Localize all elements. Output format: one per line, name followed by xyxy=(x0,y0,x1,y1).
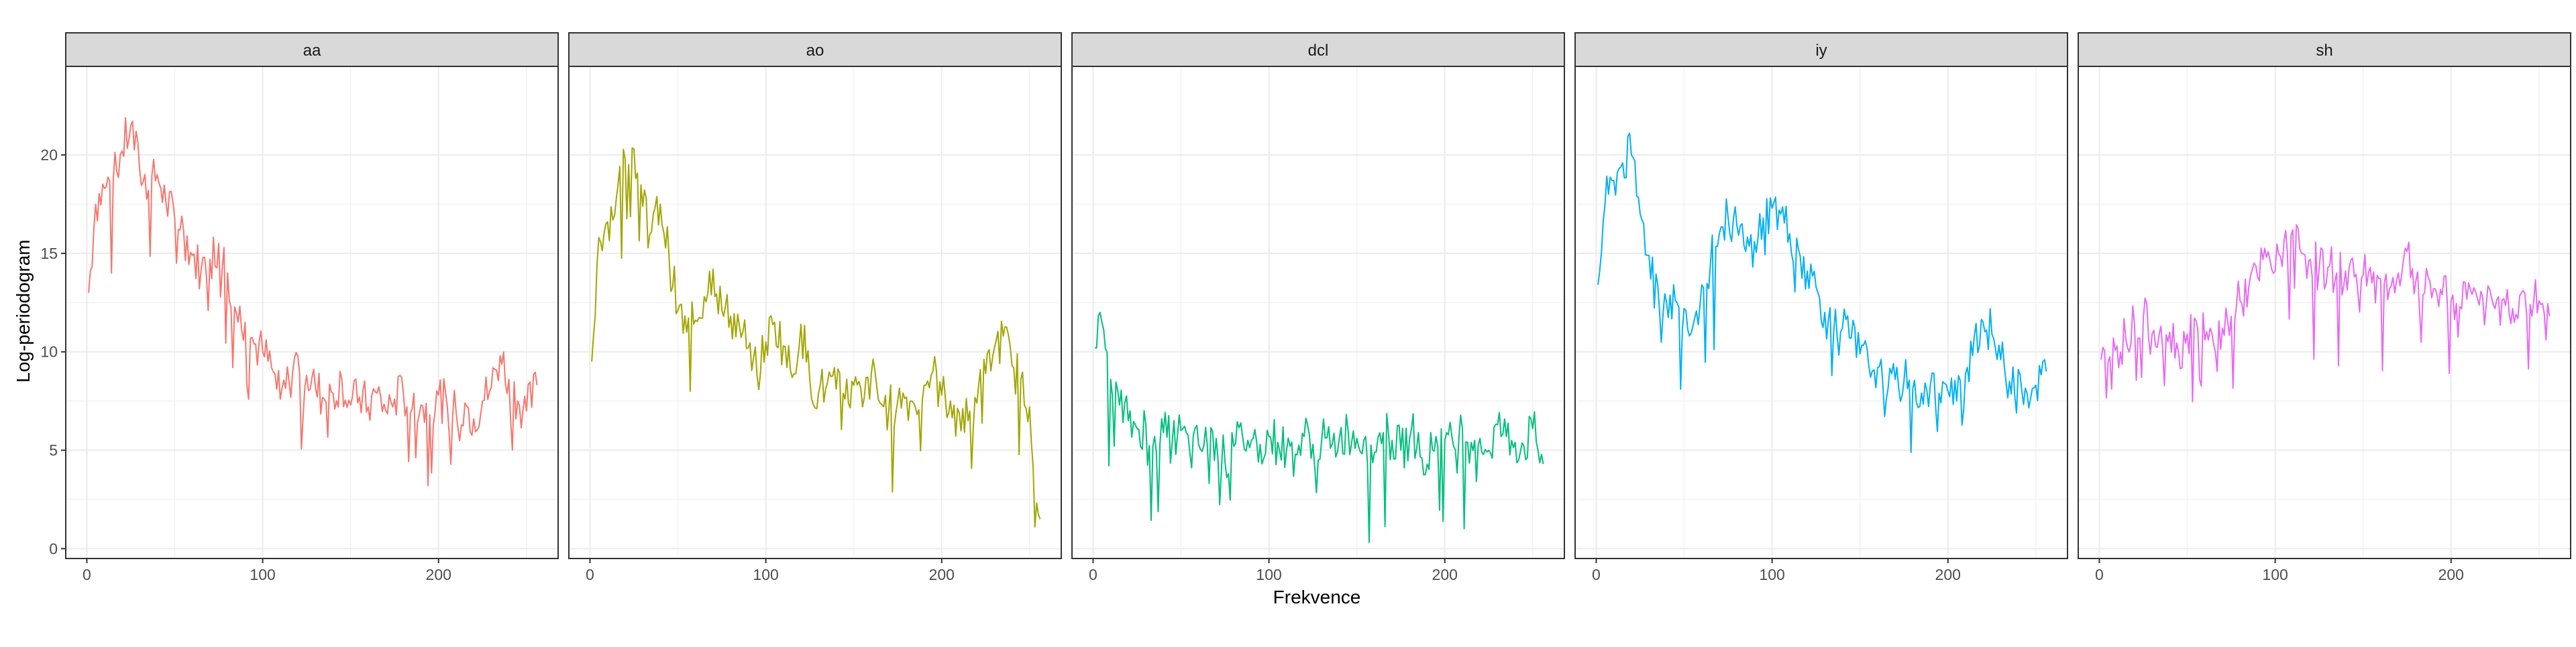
x-tick-label: 200 xyxy=(1935,566,1961,583)
y-tick-label: 10 xyxy=(40,343,58,361)
y-tick-label: 0 xyxy=(49,540,58,557)
x-tick-label: 0 xyxy=(586,566,594,583)
panel-sh: sh 0 100 200 xyxy=(2078,32,2571,583)
panel-border xyxy=(2078,66,2571,559)
panel-strip-label: dcl xyxy=(1308,42,1329,60)
x-tick-label: 100 xyxy=(753,566,778,583)
panel-border xyxy=(65,66,559,559)
panel-strip xyxy=(1574,32,2068,67)
panel-background xyxy=(2078,66,2571,558)
panel-border xyxy=(568,66,1062,559)
panel-background xyxy=(569,66,1061,558)
panel-iy: iy 0 100 200 xyxy=(1574,32,2068,583)
x-tick-label: 100 xyxy=(2262,566,2288,583)
panel-border xyxy=(1574,66,2068,559)
series-line-ao xyxy=(591,147,1041,528)
x-tick-label: 200 xyxy=(1432,566,1458,583)
panel-strip-label: aa xyxy=(303,42,321,60)
series-line-iy xyxy=(1597,132,2047,453)
panel-background xyxy=(66,66,558,558)
y-tick-label: 15 xyxy=(40,245,58,262)
y-axis: 0 5 10 15 20 xyxy=(40,146,66,557)
x-tick-label: 100 xyxy=(1256,566,1281,583)
panel-border xyxy=(1071,66,1565,559)
panel-background xyxy=(1072,66,1564,558)
panel-ao: ao 0 100 200 xyxy=(568,32,1062,583)
x-tick-label: 0 xyxy=(2095,566,2104,583)
x-tick-label: 100 xyxy=(250,566,275,583)
x-tick-label: 200 xyxy=(2438,566,2464,583)
panel-dcl: dcl 0 100 200 xyxy=(1071,32,1565,583)
panel-strip xyxy=(1071,32,1565,67)
panels-layer: aa 0 100 200 ao 0 100 200 dcl 0 100 200 iy 0 100 200 sh 0… xyxy=(65,32,2571,583)
x-tick-label: 100 xyxy=(1759,566,1784,583)
panel-strip xyxy=(2078,32,2571,67)
x-tick-label: 0 xyxy=(1089,566,1097,583)
y-tick-label: 20 xyxy=(40,146,58,164)
series-line-sh xyxy=(2100,224,2551,403)
panel-strip-label: ao xyxy=(806,42,824,60)
x-tick-label: 200 xyxy=(426,566,451,583)
series-line-aa xyxy=(88,117,538,487)
panel-aa: aa 0 100 200 xyxy=(65,32,559,583)
y-axis-title: Log-periodogram xyxy=(13,239,34,382)
series-line-dcl xyxy=(1095,312,1544,543)
x-tick-label: 200 xyxy=(929,566,955,583)
x-axis-title: Frekvence xyxy=(1273,587,1361,607)
y-tick-label: 5 xyxy=(49,442,58,459)
panel-strip-label: sh xyxy=(2316,42,2332,60)
x-tick-label: 0 xyxy=(1592,566,1601,583)
panel-strip xyxy=(65,32,559,67)
panel-strip-label: iy xyxy=(1815,42,1827,60)
x-tick-label: 0 xyxy=(83,566,91,583)
